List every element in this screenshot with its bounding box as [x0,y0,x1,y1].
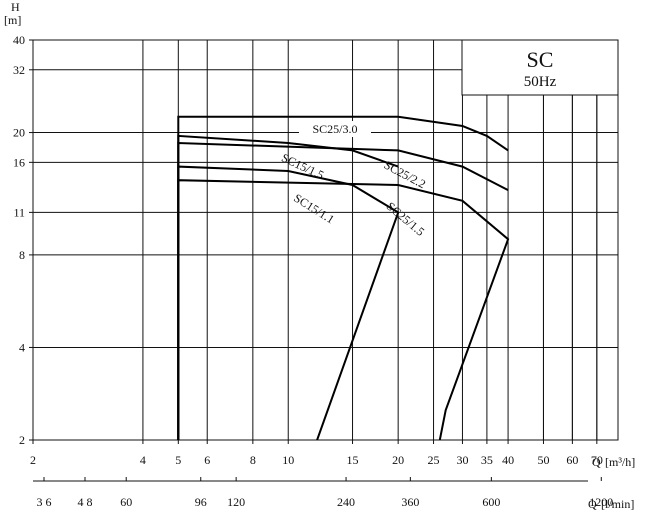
x-tick-label: 35 [481,453,493,467]
y-tick-label: 11 [13,205,25,219]
x-tick-label: 6 [204,453,210,467]
x2-axis-title: Q [588,497,597,511]
curve-sc25-1-5 [177,179,510,441]
x-tick-label: 20 [392,453,404,467]
x-tick-label: 60 [566,453,578,467]
chart-subtitle: 50Hz [524,74,557,90]
x2-tick-label: 600 [482,495,500,509]
curve-label-bg [299,121,371,137]
y-tick-label: 20 [13,126,25,140]
curve-label-group: SC15/1.1 [291,191,337,227]
x-axis-unit: [m³/h] [605,455,635,469]
x2-tick-label: 240 [337,495,355,509]
x-tick-label: 25 [428,453,440,467]
x2-tick-label: 120 [227,495,245,509]
chart-title: SC [527,47,554,72]
curve-label-group: SC25/3.0 [299,121,371,137]
y-axis-unit: [m] [4,13,21,27]
curve-sc15-1-1 [177,165,400,441]
plot-frame [32,39,619,441]
x2-tick-label: 96 [195,495,207,509]
x-tick-label: 30 [456,453,468,467]
x-tick-label: 10 [282,453,294,467]
y-tick-label: 2 [19,433,25,447]
y-tick-label: 32 [13,63,25,77]
x2-tick-label: 60 [120,495,132,509]
x-tick-label: 4 [140,453,146,467]
y-tick-label: 4 [19,340,25,354]
curve-label: SC15/1.1 [291,191,337,227]
x-tick-label: 40 [502,453,514,467]
x2-tick-label: 1200 [589,495,613,509]
x-tick-label: 70 [591,453,603,467]
y-axis-title: H [11,0,20,14]
curve-sc25-2-2 [177,141,509,440]
x2-axis-unit: [l/min] [601,497,634,511]
x-tick-label: 50 [537,453,549,467]
curve-label: SC25/3.0 [312,122,357,136]
x-tick-label: 5 [175,453,181,467]
y-tick-label: 8 [19,248,25,262]
performance-curves [177,115,510,441]
labels: 2 4 8 11 16 20 32 40 2 4 5 6 8 10 15 20 25 30 35 40 50 60 70 3 … [13,33,613,509]
title-box [461,39,619,96]
x-axis-title: Q [592,455,601,469]
x2-tick-label: 360 [401,495,419,509]
x-tick-label: 15 [347,453,359,467]
x2-tick-label: 4 8 [78,495,93,509]
curve-label: SC15/1.5 [279,151,326,183]
x2-tick-label: 3 6 [37,495,52,509]
x-tick-label: 8 [250,453,256,467]
grid [29,39,619,482]
x-tick-label: 2 [30,453,36,467]
y-tick-label: 16 [13,155,25,169]
y-tick-label: 40 [13,33,25,47]
curve-label-group: SC15/1.5 [279,151,326,183]
